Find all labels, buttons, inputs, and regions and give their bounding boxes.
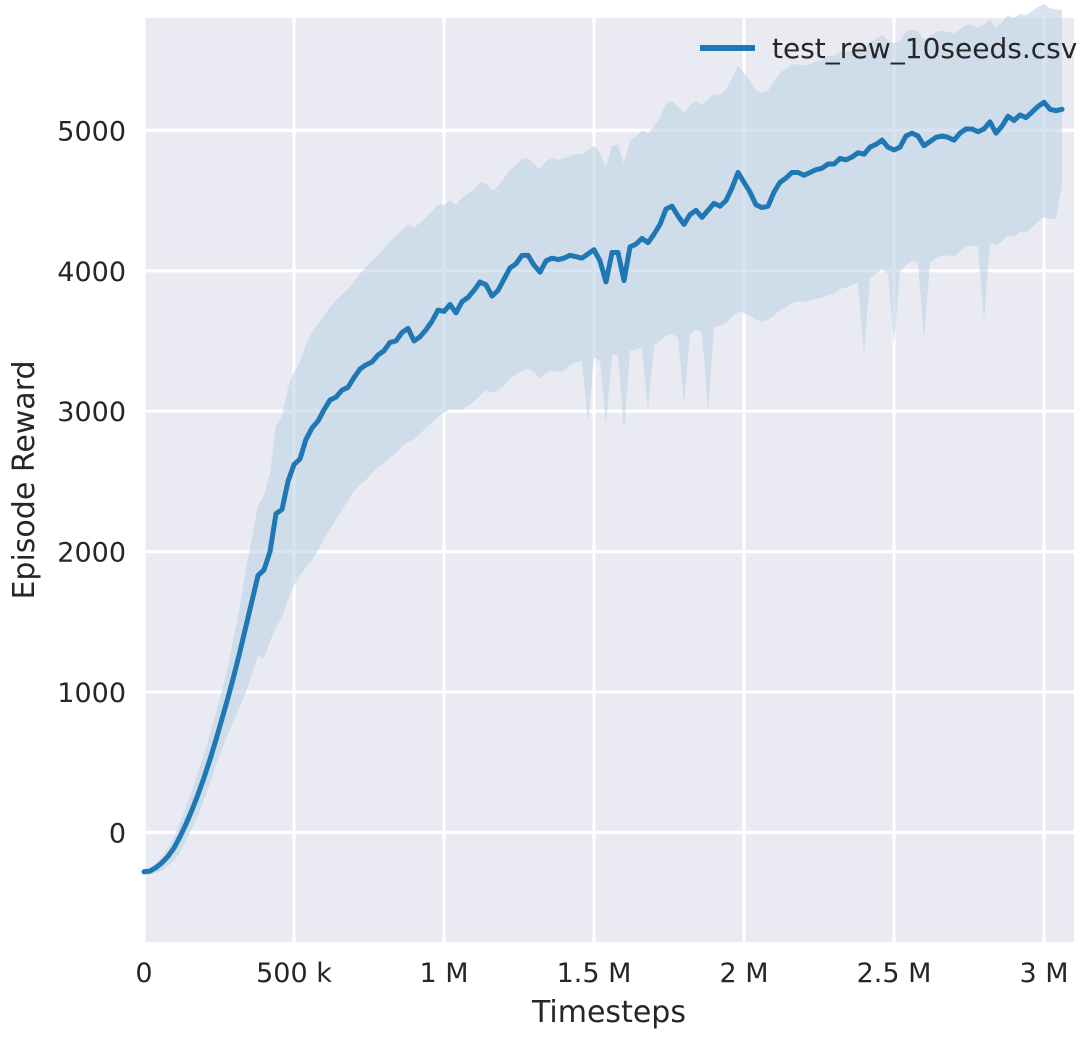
x-tick-label: 1.5 M bbox=[557, 958, 632, 989]
y-tick-label: 3000 bbox=[57, 397, 126, 428]
y-axis-tick-labels: 0 1000 2000 3000 4000 5000 bbox=[57, 116, 126, 849]
legend-entry-label: test_rew_10seeds.csv bbox=[772, 32, 1077, 65]
y-tick-label: 1000 bbox=[57, 678, 126, 709]
mean-line bbox=[141, 99, 1065, 875]
y-tick-label: 2000 bbox=[57, 538, 126, 569]
y-tick-label: 4000 bbox=[57, 257, 126, 288]
confidence-band bbox=[144, 3, 1062, 875]
y-tick-label: 0 bbox=[109, 818, 126, 849]
x-tick-label: 0 bbox=[135, 958, 152, 989]
mean-line-group bbox=[141, 99, 1065, 875]
x-tick-label: 2 M bbox=[719, 958, 768, 989]
x-axis-tick-labels: 0 500 k 1 M 1.5 M 2 M 2.5 M 3 M bbox=[135, 958, 1068, 989]
x-axis-title: Timesteps bbox=[531, 995, 686, 1030]
x-tick-label: 3 M bbox=[1019, 958, 1068, 989]
x-tick-label: 500 k bbox=[256, 958, 332, 989]
x-tick-label: 2.5 M bbox=[857, 958, 932, 989]
legend[interactable]: test_rew_10seeds.csv bbox=[700, 32, 1077, 65]
confidence-band-group bbox=[144, 3, 1062, 875]
x-tick-label: 1 M bbox=[419, 958, 468, 989]
y-tick-label: 5000 bbox=[57, 116, 126, 147]
y-axis-title: Episode Reward bbox=[7, 360, 42, 599]
